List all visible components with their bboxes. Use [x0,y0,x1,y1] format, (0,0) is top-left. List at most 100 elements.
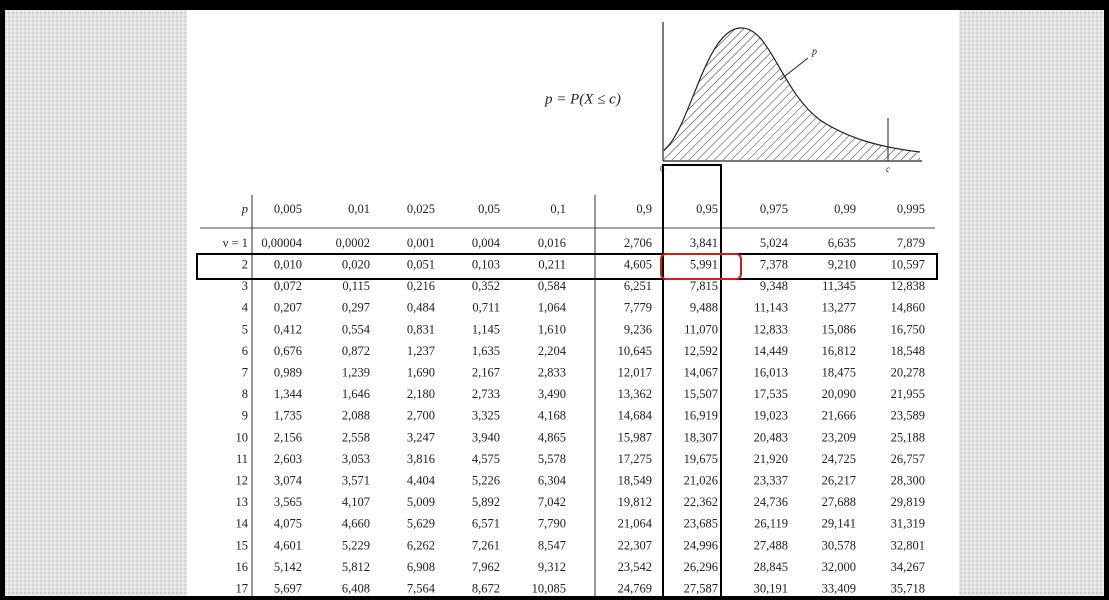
cell: 3,940 [472,430,500,444]
row-label: 4 [242,301,249,315]
header-cell: 0,99 [834,202,856,216]
cell: 1,237 [407,344,435,358]
cell: 4,601 [274,538,302,552]
cell: 4,865 [538,430,566,444]
cell: 16,013 [754,365,788,379]
cell: 20,483 [754,430,788,444]
p-label: p [811,46,817,57]
cell: 24,736 [754,495,788,509]
cell: 7,879 [897,236,925,250]
header-cell: 0,005 [274,202,302,216]
cell: 1,610 [538,322,566,336]
cell: 29,141 [822,517,856,531]
header-cell: 0,95 [696,202,718,216]
cell: 5,892 [472,495,500,509]
cell: 16,812 [822,344,856,358]
cell: 27,587 [684,581,718,595]
header-cell: 0,01 [348,202,370,216]
cell: 19,812 [618,495,652,509]
cell: 12,592 [684,344,718,358]
cell: 19,675 [684,452,718,466]
cell: 1,064 [538,301,567,315]
cell: 14,684 [618,409,653,423]
cell: 2,204 [538,344,567,358]
cell: 26,119 [754,517,788,531]
cell: 24,725 [822,452,856,466]
cell: 34,267 [891,560,925,574]
cell: 26,296 [684,560,718,574]
row-label: 5 [242,322,248,336]
cell: 4,168 [538,409,566,423]
cell: 3,247 [407,430,435,444]
cell: 22,307 [618,538,652,552]
cell: 0,072 [274,279,302,293]
cell: 0,831 [407,322,435,336]
cell: 7,261 [472,538,500,552]
cell: 10,085 [532,581,566,595]
cell: 32,801 [891,538,925,552]
cell: 0,412 [274,322,302,336]
cell: 30,578 [822,538,856,552]
cell: 11,143 [754,301,788,315]
cell: 0,989 [274,365,302,379]
cell: 23,209 [822,430,856,444]
cell: 16,919 [684,409,718,423]
row-label: 12 [236,473,249,487]
cell: 7,042 [538,495,566,509]
cell: 1,690 [407,365,435,379]
cell: 9,488 [690,301,718,315]
cell: 7,962 [472,560,500,574]
cell: 0,051 [407,257,435,271]
cell: 5,142 [274,560,302,574]
cell: 5,024 [760,236,789,250]
cell: 0,207 [274,301,302,315]
cell: 2,558 [342,430,370,444]
cell: 5,629 [407,517,435,531]
row-label: 7 [242,365,248,379]
cell: 0,872 [342,344,370,358]
cell: 23,685 [684,517,718,531]
cell: 23,589 [891,409,925,423]
cell: 12,017 [618,365,652,379]
cell: 14,860 [891,301,925,315]
cell: 9,348 [760,279,788,293]
cell: 9,236 [624,322,652,336]
cell: 1,635 [472,344,500,358]
cell: 14,067 [684,365,718,379]
content: p = P(X ≤ c) p 0 c p 0,005 0,01 0,025 0,05 0,… [196,22,938,596]
cell: 11,070 [684,322,718,336]
cell: 0,297 [342,301,370,315]
document-page [187,10,959,596]
row-label: 3 [242,279,248,293]
cell: 18,548 [891,344,925,358]
cell: 21,920 [754,452,788,466]
cell: 32,000 [822,560,856,574]
cell: 6,304 [538,473,567,487]
cell: 0,352 [472,279,500,293]
cell: 2,603 [274,452,302,466]
cell: 17,275 [618,452,652,466]
cell: 14,449 [754,344,788,358]
cell: 15,987 [618,430,652,444]
cell: 23,542 [618,560,652,574]
cell: 3,816 [407,452,435,466]
row-label: 11 [236,452,248,466]
cell: 30,191 [754,581,788,595]
cell: 16,750 [891,322,925,336]
column-highlight [662,164,722,596]
cell: 29,819 [891,495,925,509]
row-label: 8 [242,387,248,401]
cell: 6,408 [342,581,370,595]
cell: 6,635 [828,236,856,250]
row-label: 17 [236,581,249,595]
cell: 13,277 [822,301,856,315]
cell: 5,812 [342,560,370,574]
cell: 5,226 [472,473,500,487]
cell: 6,251 [624,279,652,293]
cell: 15,086 [822,322,856,336]
cell: 18,475 [822,365,856,379]
cell: 8,672 [472,581,500,595]
p-leader [779,57,809,81]
